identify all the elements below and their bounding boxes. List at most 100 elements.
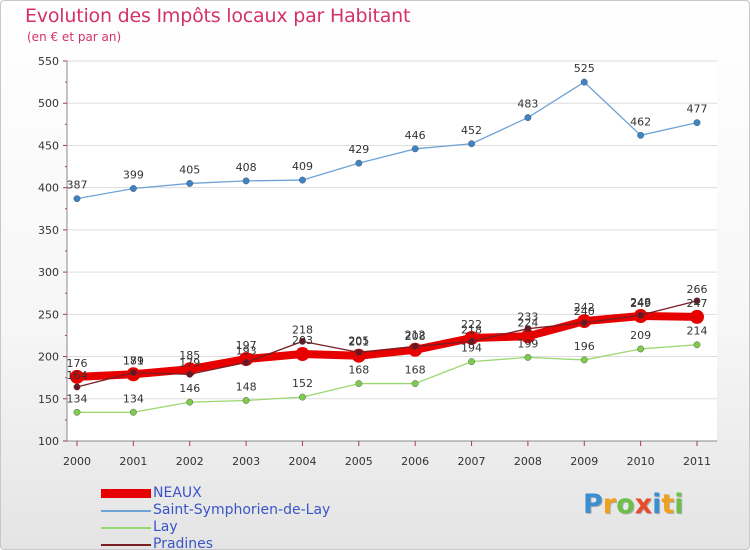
y-tick-label: 200 (38, 351, 59, 364)
x-tick-label: 2011 (683, 455, 711, 468)
data-label: 208 (405, 330, 426, 343)
data-point (580, 78, 588, 86)
legend-item: Saint-Symphorien-de-Lay (101, 502, 330, 519)
data-point (524, 114, 532, 121)
data-label: 176 (67, 357, 88, 370)
data-point (242, 359, 250, 366)
data-label: 148 (236, 380, 257, 393)
y-tick-label: 550 (38, 55, 59, 68)
data-point (520, 329, 535, 344)
series-neaux (70, 309, 704, 384)
logo-letter: o (616, 489, 635, 520)
y-tick-label: 100 (38, 435, 59, 448)
legend-label: Lay (153, 519, 178, 535)
y-tick-label: 250 (38, 308, 59, 321)
data-point (70, 369, 84, 384)
data-label: 222 (461, 318, 482, 331)
y-tick-label: 400 (38, 182, 59, 195)
legend-label: NEAUX (153, 485, 202, 501)
data-label: 197 (236, 339, 257, 352)
y-tick-label: 150 (38, 393, 59, 406)
data-point (355, 159, 363, 167)
legend-swatch (101, 543, 151, 546)
data-label: 212 (405, 328, 426, 341)
data-label: 224 (517, 316, 538, 329)
data-label: 405 (179, 163, 200, 176)
data-label: 214 (687, 325, 708, 338)
legend-swatch (101, 489, 151, 498)
y-tick-label: 500 (38, 97, 59, 110)
data-label: 477 (687, 103, 708, 116)
series-line (76, 300, 698, 388)
series-lay (73, 341, 701, 416)
data-label: 203 (292, 334, 313, 347)
logo-letter: x (634, 489, 653, 520)
data-point (524, 325, 532, 333)
data-label: 209 (630, 329, 651, 342)
data-label: 409 (292, 160, 313, 173)
data-point (129, 185, 137, 192)
data-label: 134 (67, 392, 88, 405)
data-point (186, 398, 194, 406)
data-point (242, 177, 250, 185)
data-point (637, 131, 645, 139)
data-label: 152 (292, 377, 313, 390)
legend-label: Pradines (153, 536, 214, 550)
logo-letter: i (674, 489, 684, 520)
data-label: 146 (179, 382, 200, 395)
series-line (76, 344, 698, 413)
data-point (129, 369, 137, 376)
data-label: 247 (687, 297, 708, 310)
data-point (468, 140, 475, 148)
data-point (129, 408, 137, 416)
data-point (355, 348, 363, 356)
data-label: 483 (517, 98, 538, 111)
series-pradines (73, 297, 701, 391)
plot-area (67, 61, 717, 441)
data-point (580, 319, 588, 327)
legend-swatch (101, 509, 151, 512)
data-point (186, 180, 194, 187)
data-label: 179 (123, 354, 144, 367)
data-point (73, 408, 81, 416)
data-label: 525 (574, 62, 595, 75)
data-point (299, 176, 306, 184)
data-label: 408 (236, 161, 257, 174)
data-label: 446 (405, 129, 426, 142)
data-point (73, 195, 81, 203)
data-point (693, 119, 701, 127)
data-label: 168 (348, 364, 369, 377)
data-point (468, 358, 475, 366)
data-point (411, 380, 419, 387)
data-label: 181 (123, 355, 144, 368)
data-point (295, 347, 310, 362)
data-point (690, 309, 704, 324)
y-tick-label: 450 (38, 139, 59, 152)
x-tick-label: 2009 (570, 455, 598, 468)
legend-item: Lay (101, 519, 330, 536)
data-point (693, 341, 701, 349)
data-label: 218 (461, 323, 482, 336)
chart-subtitle: (en € et par an) (27, 30, 122, 44)
data-label: 249 (630, 297, 651, 310)
x-tick-label: 2001 (119, 455, 147, 468)
legend-label: Saint-Symphorien-de-Lay (153, 502, 331, 518)
data-label: 134 (123, 392, 144, 405)
data-label: 233 (517, 311, 538, 324)
y-tick-label: 300 (38, 266, 59, 279)
data-point (299, 337, 306, 345)
data-point (580, 356, 588, 364)
data-point (468, 337, 475, 345)
data-label: 199 (517, 337, 538, 350)
data-point (524, 353, 532, 361)
data-label: 387 (67, 179, 88, 192)
data-point (637, 345, 645, 353)
series-line (73, 312, 701, 381)
data-point (637, 311, 645, 319)
x-tick-label: 2003 (232, 455, 260, 468)
data-label: 164 (67, 369, 88, 382)
x-tick-label: 2000 (63, 455, 91, 468)
x-tick-label: 2010 (627, 455, 655, 468)
data-label: 240 (574, 305, 595, 318)
